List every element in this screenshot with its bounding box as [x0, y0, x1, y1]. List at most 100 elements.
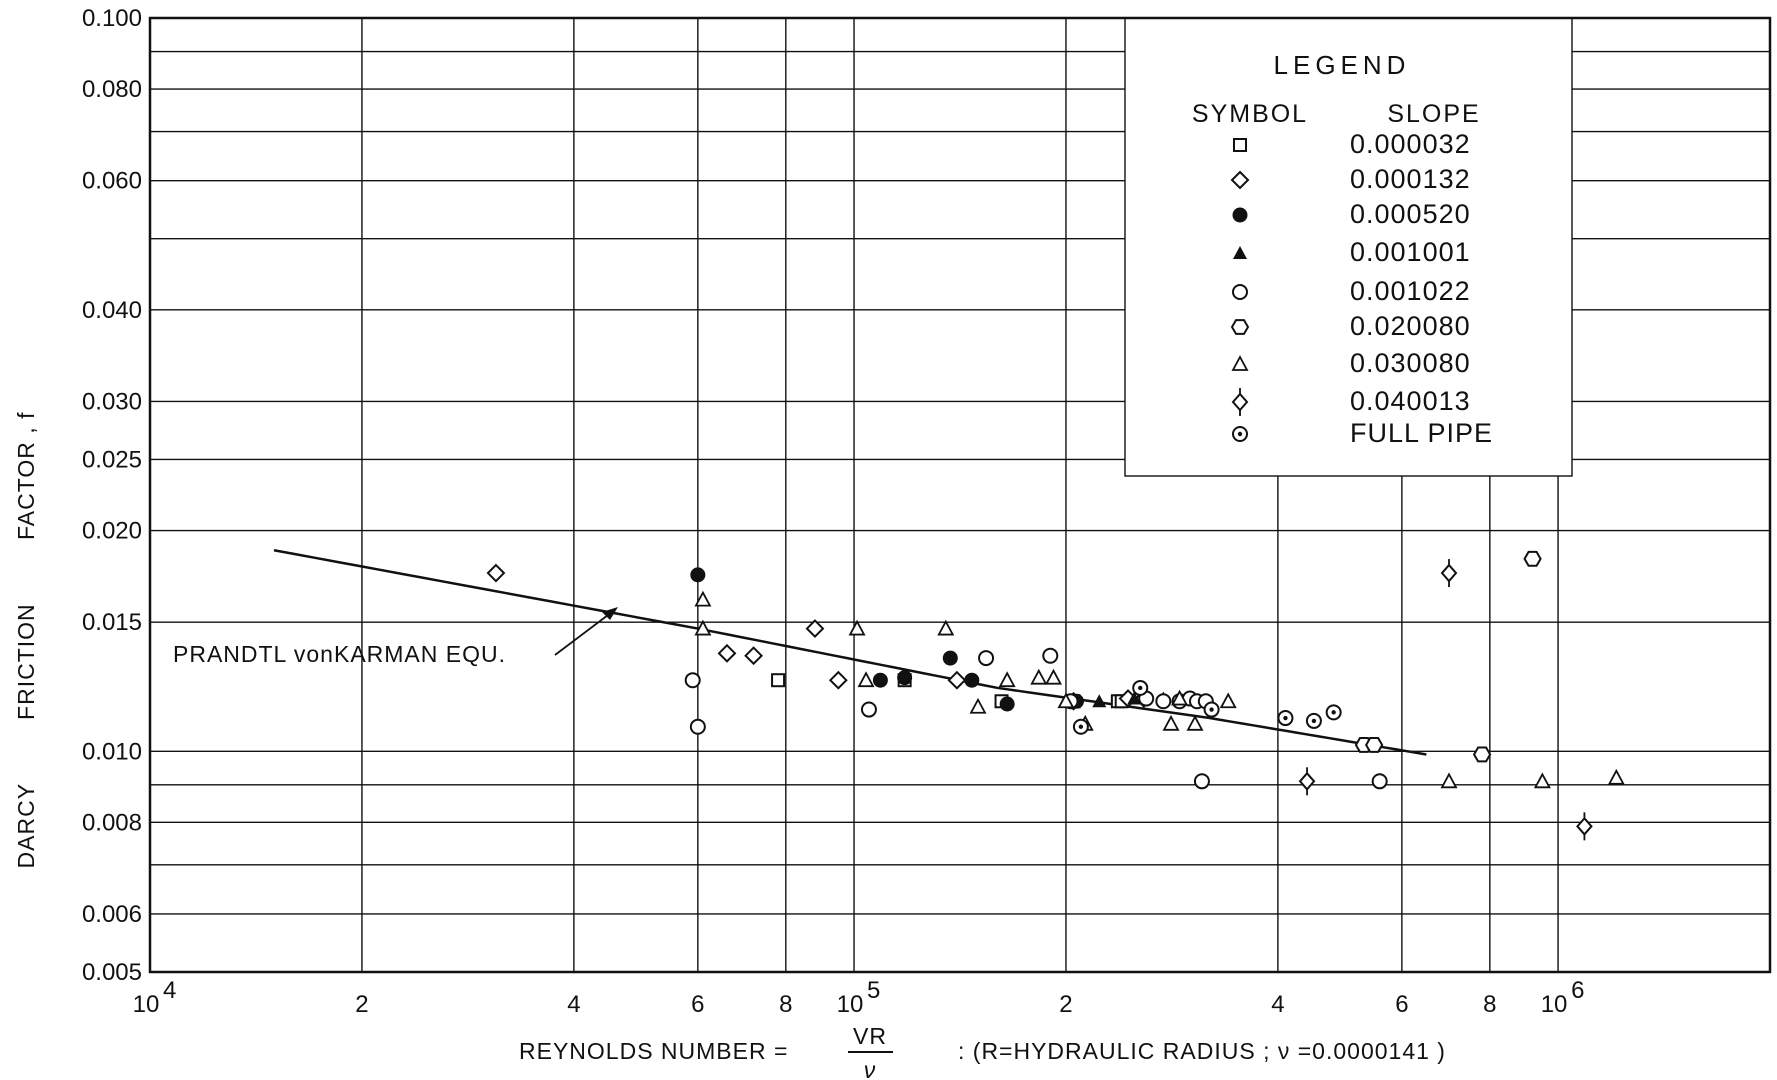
x-tick-label: 2: [355, 991, 368, 1018]
legend-marker-circle-open: [1232, 284, 1248, 300]
data-point-diamond-open: [717, 643, 737, 663]
legend-marker-triangle-open: [1231, 355, 1249, 371]
legend-entry-label: FULL PIPE: [1350, 418, 1493, 448]
x-axis-label-left: REYNOLDS NUMBER =: [519, 1038, 788, 1064]
legend-entry-label: 0.040013: [1350, 386, 1471, 416]
y-tick-label: 0.100: [82, 5, 142, 32]
data-point-circle-open: [1371, 773, 1388, 790]
data-point-diamond-tick: [1440, 559, 1458, 588]
y-tick-label: 0.005: [82, 959, 142, 986]
data-point-circle-open: [1193, 773, 1210, 790]
curve-leader-line: [554, 611, 613, 656]
y-tick-labels: 0.100 0.080 0.060 0.040 0.030 0.025 0.020 0.015…: [82, 5, 142, 986]
data-point-circle-filled: [872, 672, 888, 688]
data-point-triangle-open: [1044, 668, 1062, 685]
data-point-circle-dot: [1325, 704, 1342, 721]
data-point-circle-dot: [1132, 679, 1149, 696]
data-point-triangle-open: [1171, 689, 1189, 706]
legend-box: [1124, 17, 1573, 477]
y-tick-label: 0.006: [82, 901, 142, 928]
data-point-triangle-open: [857, 671, 875, 688]
data-point-triangle-filled: [1092, 694, 1107, 708]
legend-marker-diamond-open: [1230, 170, 1250, 190]
data-point-triangle-open: [1219, 692, 1237, 709]
x-tick-label: 8: [779, 991, 792, 1018]
data-point-circle-dot: [1277, 710, 1294, 727]
data-point-hexagon-open: [1523, 550, 1542, 567]
y-axis-label-word-1: DARCY: [13, 783, 39, 868]
data-point-triangle-open: [998, 671, 1016, 688]
data-point-circle-dot: [1203, 701, 1220, 718]
data-point-circle-open: [1155, 693, 1172, 710]
y-axis-label-word-3: FACTOR , f: [13, 412, 39, 540]
prandtl-curve: [273, 549, 1427, 756]
data-point-hexagon-open: [1472, 746, 1492, 763]
y-tick-label: 0.025: [82, 446, 142, 473]
x-tick-label: 2: [1059, 991, 1072, 1018]
x-tick-label: 4: [567, 991, 580, 1018]
data-point-triangle-open: [937, 619, 955, 636]
legend-marker-hexagon-open: [1230, 319, 1250, 335]
data-point-triangle-open: [1440, 772, 1458, 789]
data-point-diamond-open: [744, 646, 764, 666]
y-tick-label: 0.020: [82, 518, 142, 545]
legend-header-symbol: SYMBOL: [1192, 100, 1308, 128]
curve-label: PRANDTL vonKARMAN EQU.: [173, 641, 506, 667]
data-point-diamond-open: [828, 670, 848, 690]
legend-marker-triangle-filled: [1233, 246, 1247, 259]
y-tick-label: 0.060: [82, 168, 142, 195]
legend-entry-label: 0.000520: [1350, 199, 1471, 229]
data-point-triangle-open: [1030, 668, 1048, 685]
data-point-diamond-open: [486, 563, 506, 583]
y-tick-label: 0.015: [82, 609, 142, 636]
data-point-diamond-open: [805, 619, 825, 638]
x-tick-exponent: 6: [1571, 977, 1584, 1004]
legend-marker-circle-filled: [1232, 207, 1248, 223]
legend-marker-square-open: [1233, 138, 1247, 152]
y-tick-label: 0.010: [82, 738, 142, 765]
data-point-circle-open: [684, 672, 701, 689]
legend-entry-label: 0.020080: [1350, 311, 1471, 341]
legend-marker-diamond-tick: [1231, 388, 1249, 416]
legend-entry-label: 0.001001: [1350, 237, 1471, 267]
data-point-circle-open: [1042, 647, 1059, 664]
x-tick-label: 10: [133, 991, 160, 1018]
legend-background: [1124, 17, 1573, 477]
data-point-triangle-open: [1533, 772, 1551, 789]
x-axis-label-fraction-bottom: ν: [864, 1057, 877, 1080]
data-point-diamond-tick: [1576, 812, 1593, 841]
x-tick-label: 6: [691, 991, 704, 1018]
plot-border: [148, 16, 1772, 974]
data-point-circle-dot: [1072, 718, 1089, 735]
x-tick-label: 4: [1271, 991, 1284, 1018]
data-point-triangle-filled: [1127, 691, 1142, 705]
data-point-triangle-open: [694, 619, 712, 636]
legend-marker-circle-dot: [1232, 426, 1248, 442]
data-point-circle-dot: [1305, 712, 1322, 729]
y-tick-label: 0.040: [82, 297, 142, 324]
data-point-circle-filled: [690, 567, 706, 583]
x-axis-label-right: : (R=HYDRAULIC RADIUS ; ν =0.0000141 ): [958, 1038, 1446, 1064]
x-tick-exponent: 5: [867, 977, 880, 1004]
y-axis-label: DARCY FRICTION FACTOR , f: [13, 412, 39, 869]
data-point-triangle-open: [848, 619, 866, 636]
legend-entry-label: 0.000132: [1350, 164, 1471, 194]
data-point-triangle-open: [1162, 714, 1180, 731]
legend-title: LEGEND: [1274, 50, 1411, 80]
y-tick-label: 0.030: [82, 388, 142, 415]
data-point-triangle-open: [1057, 692, 1075, 709]
data-point-circle-open: [978, 650, 995, 667]
curve-leader-arrowhead: [602, 607, 618, 620]
y-tick-label: 0.008: [82, 809, 142, 836]
legend-entry-label: 0.030080: [1350, 348, 1471, 378]
x-tick-label: 6: [1395, 991, 1408, 1018]
data-point-triangle-open: [1186, 714, 1204, 731]
data-points: [486, 550, 1625, 841]
y-tick-label: 0.080: [82, 76, 142, 103]
x-axis-label-fraction-top: VR: [853, 1023, 887, 1049]
prandtl-curve-line: [273, 549, 1427, 756]
x-tick-label: 10: [1541, 991, 1568, 1018]
x-tick-label: 8: [1483, 991, 1496, 1018]
